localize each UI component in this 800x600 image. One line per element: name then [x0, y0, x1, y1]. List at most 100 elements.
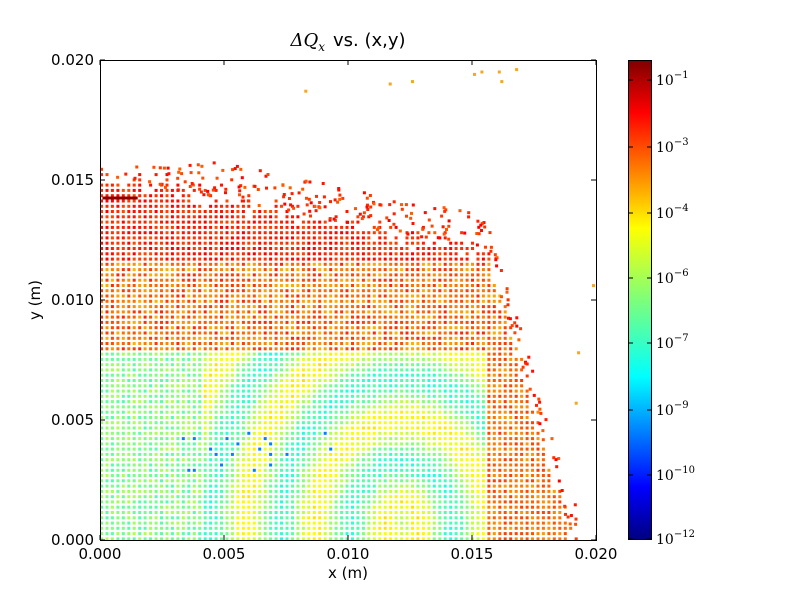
data-cell: [187, 426, 191, 430]
data-cell: [160, 247, 163, 250]
data-cell: [438, 389, 442, 393]
data-cell: [400, 479, 404, 483]
data-cell: [285, 273, 289, 277]
data-cell: [296, 299, 300, 303]
data-cell: [503, 511, 507, 514]
data-cell: [296, 352, 300, 356]
data-cell: [351, 537, 354, 540]
data-cell: [476, 437, 480, 441]
data-cell: [476, 410, 480, 414]
data-cell: [209, 268, 213, 272]
data-cell: [432, 532, 436, 536]
data-cell: [121, 188, 125, 192]
data-cell: [361, 521, 365, 525]
data-cell: [372, 463, 376, 467]
data-cell: [252, 225, 256, 229]
data-point: [309, 201, 313, 205]
data-cell: [225, 310, 229, 314]
data-cell: [274, 347, 278, 351]
data-point: [427, 218, 431, 222]
data-cell: [361, 489, 365, 493]
data-cell: [312, 426, 316, 430]
data-cell: [481, 452, 485, 456]
data-cell: [531, 521, 534, 525]
data-cell: [110, 204, 114, 208]
data-cell: [465, 442, 469, 446]
data-cell: [230, 241, 234, 245]
data-cell: [160, 357, 163, 361]
data-cell: [225, 252, 229, 256]
data-cell: [230, 342, 234, 345]
data-cell: [274, 289, 278, 293]
data-cell: [498, 326, 502, 330]
data-cell: [329, 373, 333, 377]
data-cell: [285, 405, 289, 409]
data-cell: [138, 247, 142, 250]
data-cell: [367, 299, 371, 303]
data-cell: [220, 384, 223, 388]
data-cell: [280, 537, 283, 540]
data-cell: [487, 294, 491, 298]
data-cell: [514, 516, 518, 520]
data-cell: [361, 363, 365, 367]
data-cell: [165, 252, 169, 256]
data-cell: [465, 463, 469, 467]
data-cell: [356, 426, 360, 430]
data-cell: [127, 526, 131, 530]
data-cell: [241, 342, 245, 345]
data-cell: [225, 336, 229, 340]
data-cell: [345, 278, 349, 282]
data-cell: [241, 231, 245, 235]
data-cell: [383, 505, 387, 509]
data-cell: [214, 532, 218, 536]
data-cell: [132, 231, 136, 235]
data-cell: [247, 262, 251, 266]
data-cell: [101, 220, 103, 224]
data-cell: [138, 516, 142, 520]
data-cell: [165, 389, 169, 393]
data-cell: [154, 458, 158, 462]
data-cell: [241, 437, 245, 441]
data-cell: [383, 458, 387, 462]
data-cell: [389, 273, 393, 277]
data-cell: [165, 426, 169, 430]
data-cell: [536, 463, 540, 467]
data-cell: [198, 257, 202, 261]
data-cell: [110, 220, 114, 224]
data-cell: [181, 537, 185, 540]
data-cell: [236, 500, 240, 504]
data-cell: [230, 247, 234, 250]
data-cell: [460, 511, 464, 514]
data-cell: [383, 326, 387, 330]
data-cell: [520, 526, 524, 530]
data-cell: [263, 273, 267, 277]
data-cell: [274, 526, 278, 530]
data-cell: [509, 500, 513, 504]
data-cell: [110, 210, 114, 213]
data-cell: [432, 379, 436, 382]
data-cell: [536, 479, 540, 483]
data-cell: [427, 326, 431, 330]
data-cell: [383, 268, 387, 272]
data-cell: [432, 268, 436, 272]
data-cell: [181, 405, 185, 409]
data-cell: [165, 194, 169, 198]
data-cell: [438, 505, 442, 509]
data-cell: [230, 463, 234, 467]
data-cell: [465, 511, 469, 514]
data-cell: [181, 273, 185, 277]
data-cell: [101, 336, 103, 340]
data-cell: [105, 526, 109, 530]
data-cell: [269, 268, 273, 272]
data-cell: [471, 315, 474, 319]
data-cell: [198, 447, 202, 451]
data-cell: [181, 236, 185, 240]
data-cell: [127, 347, 131, 351]
data-cell: [132, 511, 136, 514]
data-cell: [334, 400, 338, 404]
data-cell: [247, 416, 251, 419]
data-cell: [176, 315, 180, 319]
data-cell: [301, 537, 305, 540]
data-cell: [127, 416, 131, 419]
data-cell: [132, 405, 136, 409]
